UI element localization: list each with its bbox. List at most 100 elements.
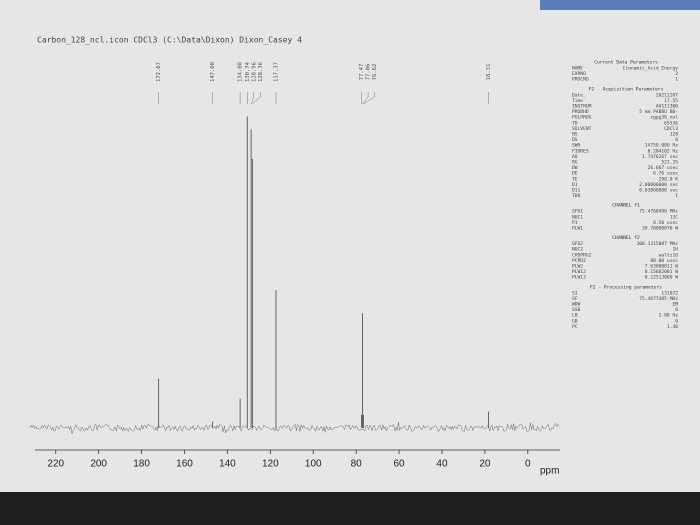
param-name: INSTRUM [572,104,592,110]
peak-label: 147.00 [210,62,216,82]
param-value: 0 [675,307,678,313]
param-heading: CHANNEL f1 [612,203,640,209]
param-heading: F2 - Processing parameters [590,284,662,290]
param-value: 80.00 usec [650,258,678,264]
param-value: 1.7476267 sec [642,154,678,160]
peak-label: 134.08 [238,62,244,82]
param-value: Cinnamic_Acid_Energy [623,66,679,72]
peak-label: 128.36 [258,62,264,82]
param-name: SSB [572,307,581,313]
param-value: 128 [670,132,679,138]
x-tick-label: 220 [47,459,64,470]
peak-label-leader [252,92,261,105]
param-value: 1 [675,77,678,83]
param-value: 521.35 [661,160,678,166]
peak-label-leader [363,92,375,105]
param-value: 2 [675,71,678,77]
peak-label: 77.47 [359,64,365,81]
peak-label: 77.06 [366,64,372,81]
param-value: 0 [675,318,678,324]
param-value: 2.00 Hz [659,313,679,319]
param-value: 17.55 [664,98,678,104]
param-value: 6.76 usec [653,171,678,177]
param-heading: CHANNEL f2 [612,235,640,241]
param-name: DE [572,171,578,177]
param-value: 0 [675,137,678,143]
param-name: PLW12 [572,269,586,275]
x-tick-label: 20 [479,459,491,470]
param-name: SWH [572,143,581,149]
param-value: 0.03000000 sec [639,188,678,194]
peak-label: 128.96 [251,62,257,82]
peak-label-leader [250,92,255,105]
peak-label: 18.31 [486,64,492,81]
param-value: 5 mm PABBO BB- [639,109,678,115]
param-heading: Current Data Parameters [594,60,658,66]
param-name: D11 [572,188,581,194]
param-value: 0.12513000 W [645,275,678,281]
param-value: 65536 [664,120,678,126]
x-tick-label: 180 [133,459,150,470]
peak-label: 172.07 [156,62,162,82]
x-tick-label: 0 [525,459,531,470]
x-tick-label: 120 [262,459,279,470]
param-name: PLW13 [572,275,586,281]
param-value: CDCl3 [664,126,678,132]
peak-label-leader [362,92,369,105]
param-heading: F2 - Acquisition Parameters [589,86,664,92]
param-name: GB [572,318,578,324]
param-value: waltz16 [659,252,679,258]
param-value: 0.284102 Hz [648,148,679,154]
param-value: 2.00000000 sec [639,182,678,188]
param-name: LB [572,313,578,319]
param-value: 14750.000 Hz [645,143,678,149]
screen-edge [540,0,700,10]
param-value: 7.63000011 W [645,264,678,270]
param-value: 20211207 [656,92,678,98]
param-name: TD0 [572,193,581,199]
param-value: 0.15662001 W [645,269,678,275]
param-name: NUC1 [572,214,583,220]
x-tick-label: 160 [176,459,193,470]
param-name: NUC2 [572,247,583,253]
param-value: 75.4677485 MHz [639,296,678,302]
x-tick-label: 80 [351,459,363,470]
param-name: NS [572,132,578,138]
param-name: RG [572,160,578,166]
param-name: AQ [572,154,578,160]
param-value: zgpg30_nol [650,115,678,121]
param-value: 131072 [661,290,678,296]
param-name: SF [572,296,578,302]
x-axis-label: ppm [540,466,559,477]
x-tick-label: 140 [219,459,236,470]
param-name: WDW [572,302,581,308]
param-name: Date_ [572,92,586,98]
x-tick-label: 60 [394,459,406,470]
paper [0,0,700,492]
peak-label: 76.62 [372,64,378,81]
param-name: P1 [572,220,578,226]
param-name: SFO2 [572,241,583,247]
param-value: 1.40 [667,324,678,330]
param-name: TE [572,176,578,182]
param-name: CPDPRG2 [572,252,592,258]
param-name: PCPD2 [572,258,586,264]
x-tick-label: 100 [305,459,322,470]
param-name: D1 [572,182,578,188]
param-value: 1H [672,247,678,253]
param-name: Time [572,98,583,104]
param-name: SOLVENT [572,126,592,132]
param-name: SFO1 [572,209,583,215]
param-name: EXPNO [572,71,586,77]
param-value: 300.1315007 MHz [637,241,679,247]
peak-label: 117.37 [273,62,279,82]
param-value: 13C [670,214,679,220]
param-name: DW [572,165,578,171]
param-name: PROCNO [572,77,589,83]
x-tick-label: 40 [436,459,448,470]
baseline-noise [29,422,560,434]
desk [0,492,700,525]
param-name: NAME [572,66,583,72]
